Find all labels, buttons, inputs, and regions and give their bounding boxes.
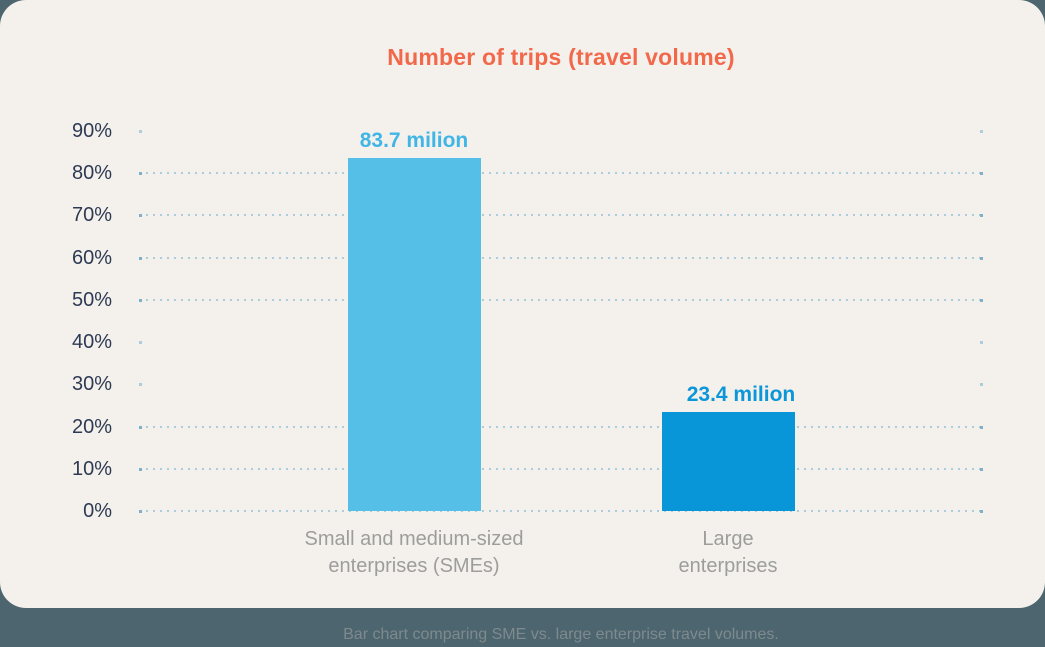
chart-title: Number of trips (travel volume) <box>387 44 735 70</box>
gridline-end-dot <box>139 425 142 429</box>
gridline-end-dot <box>139 214 142 218</box>
gridline <box>139 172 983 175</box>
gridline-end-dot <box>980 467 983 471</box>
y-axis-tick-label: 70% <box>71 204 112 227</box>
gridline-end-dot <box>980 341 983 345</box>
gridline-end-dot <box>980 214 983 218</box>
gridline-end-dot <box>139 130 142 133</box>
plot-area: 90% 80% 70% 60% 50% 40% 30% 20% 10% 0% 83.7 milion… <box>71 120 983 580</box>
gridline-end-dot <box>139 341 142 345</box>
gridline-end-dot <box>139 256 142 260</box>
gridline-end-dot <box>980 510 983 513</box>
y-axis-tick-label: 60% <box>71 246 112 269</box>
y-axis-tick-label: 30% <box>71 373 112 396</box>
gridline-end-dot <box>980 425 983 429</box>
gridline <box>139 298 983 301</box>
gridline <box>139 467 983 470</box>
value-label-large-enterprises: 23.4 milion <box>686 383 796 407</box>
gridline-end-dot <box>139 383 142 387</box>
gridline-end-dot <box>980 298 983 302</box>
y-axis-tick-label: 50% <box>71 288 112 311</box>
value-label-smes: 83.7 milion <box>359 128 469 152</box>
category-label-line: Large <box>702 528 754 550</box>
gridline <box>139 214 983 217</box>
gridline-end-dot <box>980 130 983 133</box>
gridline-end-dot <box>139 172 142 176</box>
bar-large-enterprises <box>661 412 795 511</box>
gridline-end-dot <box>139 298 142 302</box>
gridline <box>139 425 983 428</box>
y-axis-tick-label: 90% <box>71 120 112 142</box>
y-axis-tick-label: 10% <box>71 457 112 480</box>
gridline-end-dot <box>980 256 983 260</box>
y-axis-tick-label: 20% <box>71 415 112 438</box>
gridline-end-dot <box>980 383 983 387</box>
bar-smes <box>347 157 481 511</box>
y-axis-tick-label: 0% <box>83 500 112 522</box>
category-label-large-enterprises: Large enterprises <box>588 526 868 580</box>
gridline <box>139 510 983 512</box>
category-label-line: enterprises (SMEs) <box>328 555 500 577</box>
category-label-line: Small and medium-sized <box>304 528 524 550</box>
category-label-line: enterprises <box>678 555 778 577</box>
gridline-end-dot <box>980 172 983 176</box>
chart-card: Number of trips (travel volume) 90% 80% 70… <box>0 0 1045 608</box>
gridline-end-dot <box>139 510 142 513</box>
y-axis-tick-label: 40% <box>71 331 112 354</box>
gridline-end-dot <box>139 467 142 471</box>
y-axis-tick-label: 80% <box>71 162 112 185</box>
category-label-smes: Small and medium-sized enterprises (SMEs) <box>274 526 554 580</box>
figure-caption: Bar chart comparing SME vs. large enterp… <box>343 626 779 643</box>
gridline <box>139 256 983 259</box>
